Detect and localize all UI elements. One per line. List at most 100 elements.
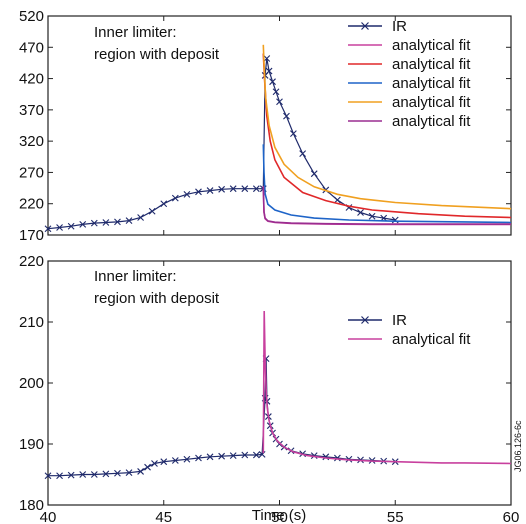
bottom-axis-ticks: 180 190 200 210 220 40 45 50 55 60 (19, 253, 519, 524)
legend-label: analytical fit (392, 37, 471, 54)
data-point-marker (252, 451, 260, 459)
legend-item: analytical fit (348, 94, 471, 111)
data-point-marker (357, 209, 364, 216)
data-point-marker (195, 188, 202, 196)
data-point-marker (44, 472, 52, 480)
series-line (262, 53, 512, 219)
data-point-marker (114, 218, 121, 226)
y-tick-label: 180 (19, 497, 44, 514)
bottom-annotation-line1: Inner limiter: (94, 268, 177, 285)
y-tick-label: 210 (19, 314, 44, 331)
data-point-marker (229, 452, 237, 459)
data-point-marker (195, 454, 202, 462)
series-analytical-fit-3 (262, 144, 512, 224)
x-tick-label: 45 (155, 509, 172, 524)
series-line (262, 186, 511, 225)
data-point-marker (137, 214, 144, 221)
legend-label: analytical fit (392, 56, 471, 73)
data-point-marker (269, 78, 276, 86)
top-annotation-line2: region with deposit (94, 46, 220, 63)
data-point-marker (144, 463, 151, 471)
data-point-marker (160, 200, 168, 208)
data-point-marker (114, 469, 121, 477)
legend-item: analytical fit (348, 75, 471, 92)
data-point-marker (171, 457, 179, 464)
data-point-marker (310, 452, 318, 459)
series-analytical-fit-4 (262, 44, 512, 210)
data-point-marker (218, 452, 226, 460)
data-point-marker (102, 470, 110, 478)
figure-code: JG06.126-6c (513, 420, 523, 472)
y-tick-label: 220 (19, 253, 44, 270)
data-point-marker (67, 471, 75, 479)
data-point-marker (56, 472, 63, 480)
data-point-marker (171, 194, 179, 202)
y-tick-label: 420 (19, 71, 44, 88)
legend-item: analytical fit (348, 331, 471, 348)
data-point-marker (272, 88, 280, 96)
data-point-marker (276, 98, 283, 106)
series-line (262, 310, 512, 465)
legend-label: IR (392, 312, 407, 329)
data-point-marker (183, 455, 191, 463)
series-analytical-fit-2 (262, 53, 512, 219)
bottom-chart: 180 190 200 210 220 40 45 50 55 60 Inner limiter:… (19, 253, 519, 524)
data-point-marker (333, 196, 341, 204)
data-point-marker (265, 67, 273, 75)
data-point-marker (79, 471, 87, 478)
series-line (262, 144, 512, 224)
data-point-marker (299, 150, 307, 158)
data-point-marker (90, 219, 98, 227)
series-analytical-fit-1 (262, 310, 512, 465)
y-tick-label: 320 (19, 133, 44, 150)
data-point-marker (263, 55, 271, 62)
y-tick-label: 170 (19, 227, 44, 244)
y-tick-label: 270 (19, 164, 44, 181)
data-point-marker (151, 460, 158, 467)
data-point-marker (368, 212, 376, 220)
y-tick-label: 520 (19, 8, 44, 25)
data-point-marker (148, 207, 156, 215)
bottom-series-group (44, 310, 512, 480)
data-point-marker (241, 451, 249, 459)
legend-item: analytical fit (348, 37, 471, 54)
bottom-annotation-line2: region with deposit (94, 290, 220, 307)
legend-item: IR (348, 312, 407, 329)
data-point-marker (241, 185, 249, 193)
top-legend: IR analytical fit analytical fit analytical… (348, 18, 471, 130)
data-point-marker (258, 450, 266, 458)
bottom-legend: IR analytical fit (348, 312, 471, 348)
data-point-marker (283, 112, 290, 120)
legend-item: analytical fit (348, 113, 471, 130)
legend-label: analytical fit (392, 331, 471, 348)
y-tick-label: 220 (19, 196, 44, 213)
data-point-marker (137, 468, 144, 475)
x-tick-label: 55 (387, 509, 404, 524)
x-tick-label: 50 (271, 509, 288, 524)
data-point-marker (160, 458, 168, 466)
series-line (47, 58, 396, 230)
series-line (262, 44, 512, 210)
data-point-marker (206, 453, 214, 461)
data-point-marker (67, 222, 75, 230)
data-point-marker (229, 185, 237, 193)
data-point-marker (79, 220, 87, 228)
data-point-marker (90, 471, 98, 478)
legend-item: IR (348, 18, 407, 35)
series-line (48, 358, 396, 477)
x-tick-label: 40 (40, 509, 57, 524)
x-tick-label: 60 (503, 509, 520, 524)
top-annotation-line1: Inner limiter: (94, 24, 177, 41)
x-axis-label: Time (s) (252, 507, 306, 524)
legend-label: IR (392, 18, 407, 35)
legend-item: analytical fit (348, 56, 471, 73)
data-point-marker (252, 185, 260, 193)
legend-label: analytical fit (392, 75, 471, 92)
data-point-marker (206, 187, 214, 194)
series-analytical-fit-5 (262, 186, 511, 225)
top-series-group (44, 44, 512, 233)
data-point-marker (183, 190, 191, 198)
legend-label: analytical fit (392, 94, 471, 111)
